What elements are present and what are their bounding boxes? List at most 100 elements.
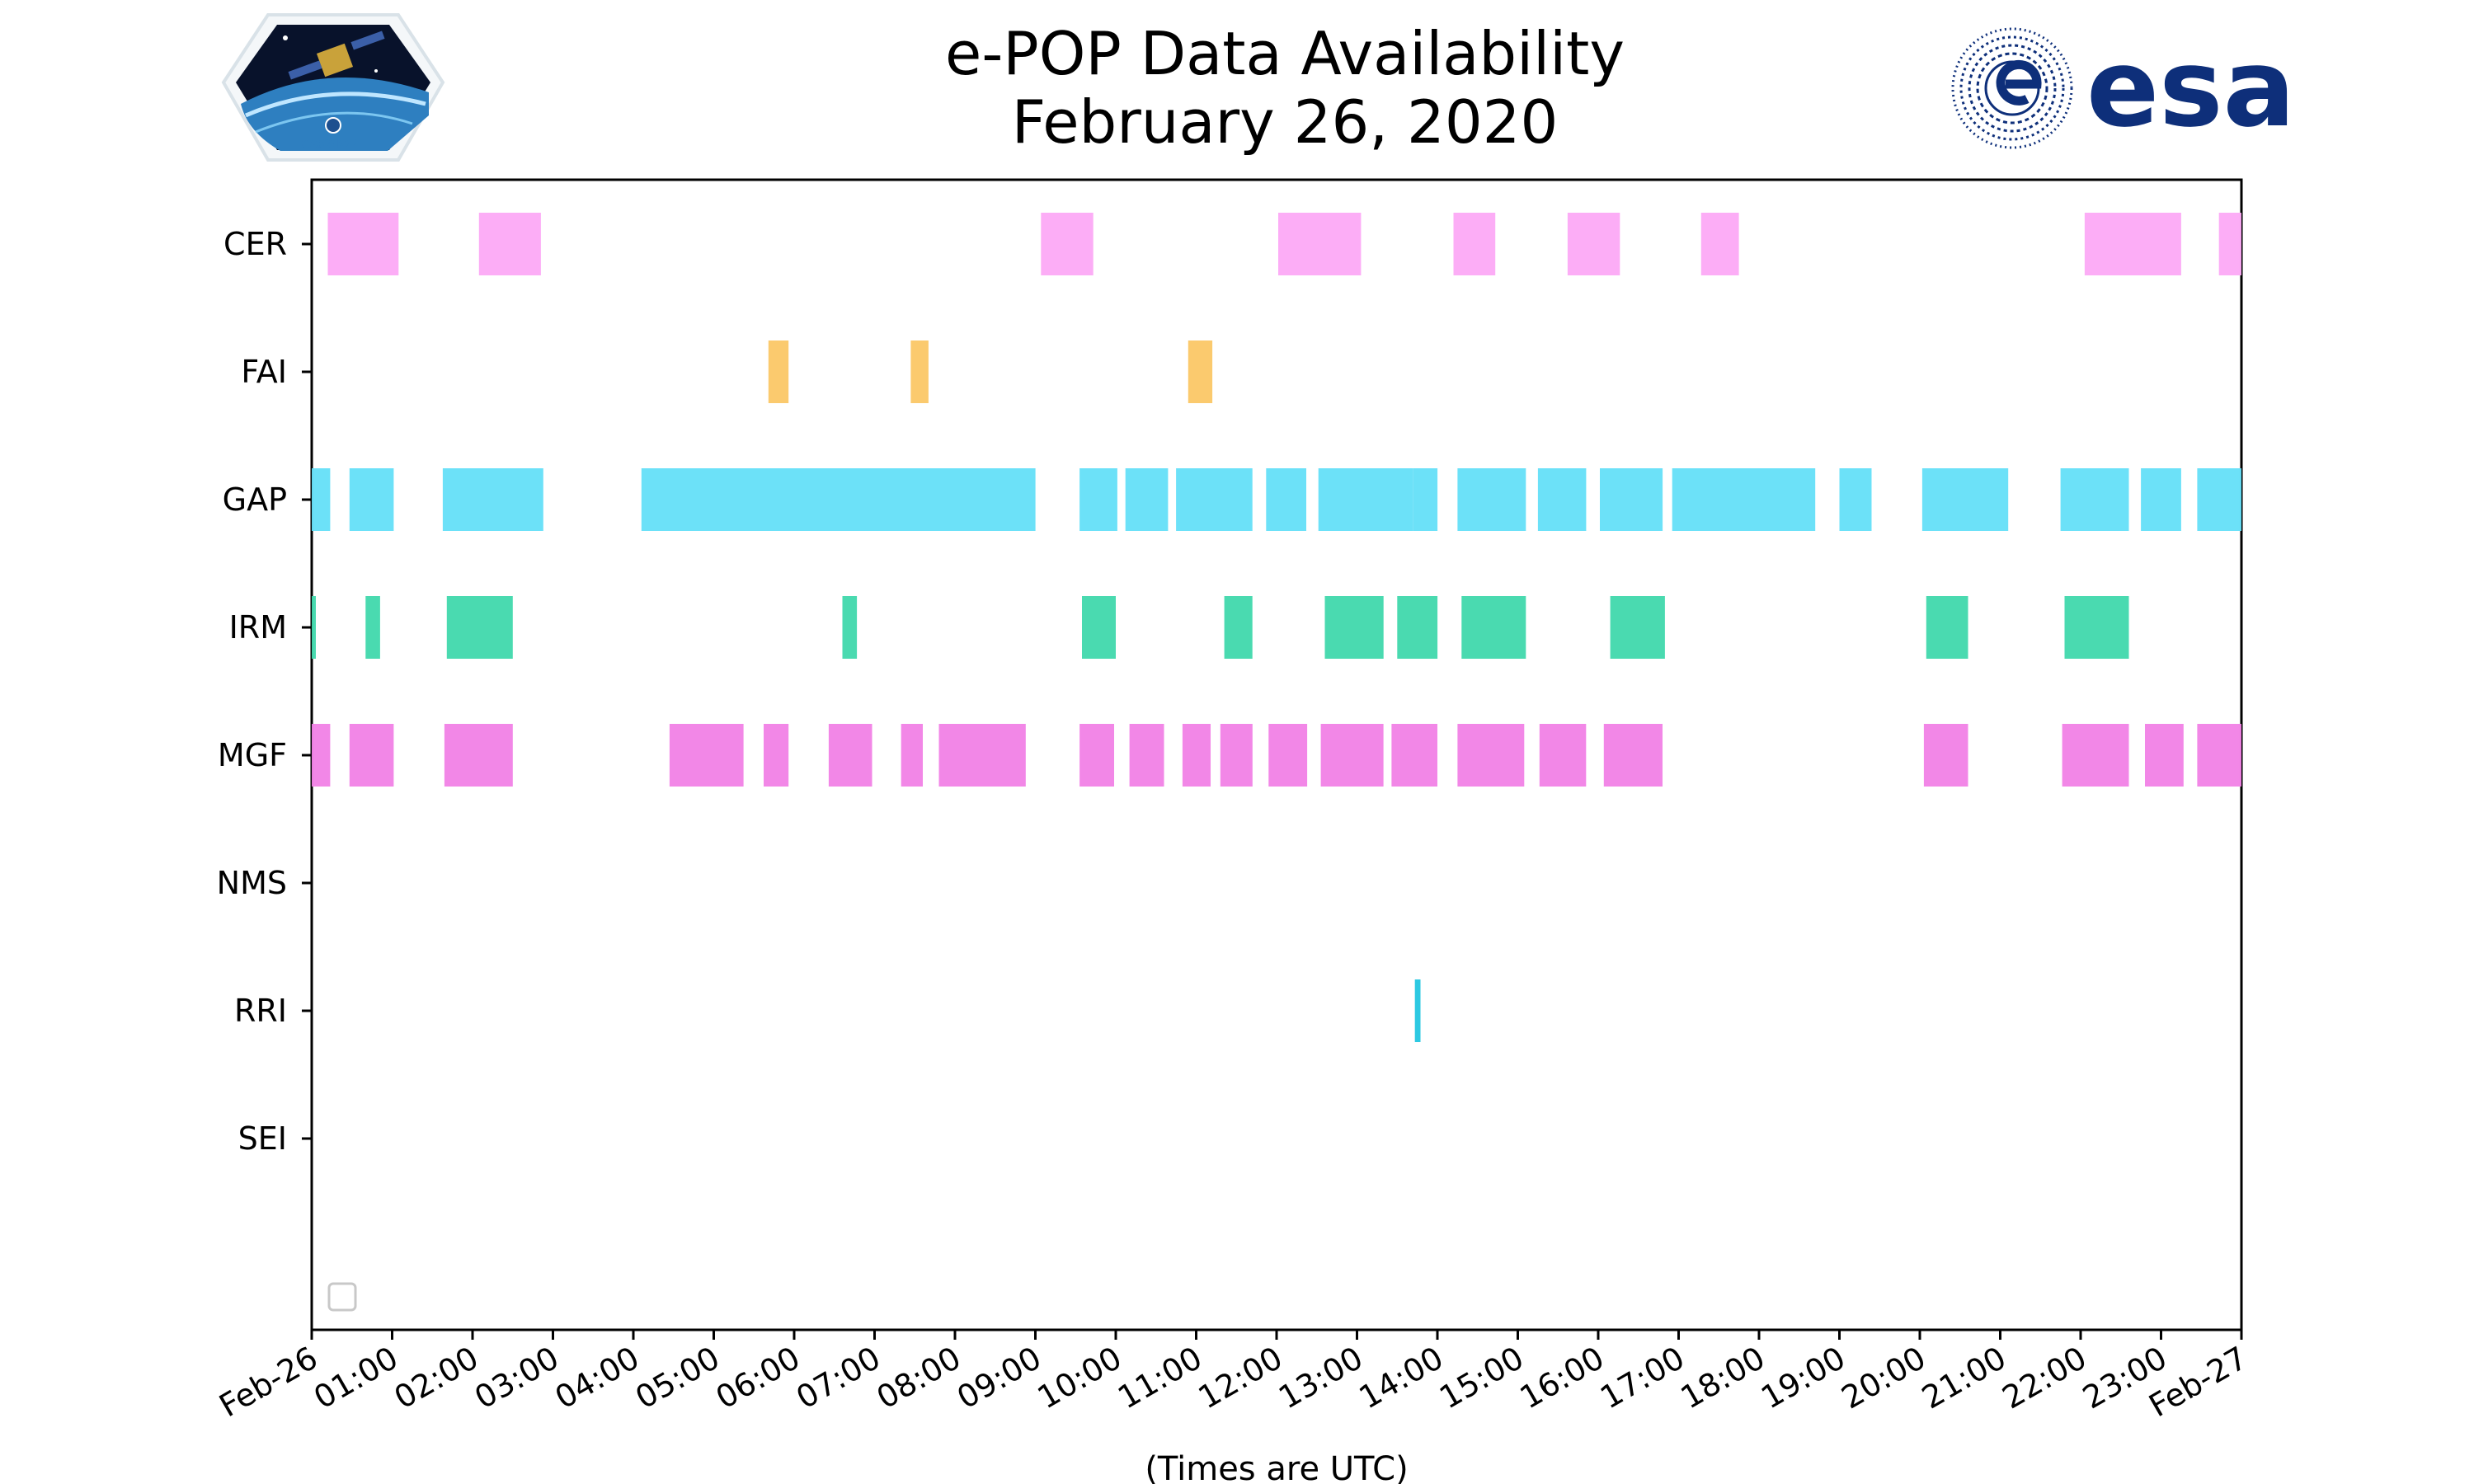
x-tick-label: 08:00: [871, 1340, 967, 1416]
bar-mgf-7: [938, 724, 1026, 787]
x-tick-label: 14:00: [1353, 1340, 1450, 1416]
bar-irm-4: [1082, 596, 1116, 659]
x-tick-label: 13:00: [1272, 1340, 1369, 1416]
bar-mgf-2: [444, 724, 513, 787]
cassiope-hexagon-logo: [221, 13, 445, 162]
esa-logo-text: esa: [2086, 26, 2295, 151]
y-tick-label-cer: CER: [223, 226, 287, 262]
bar-irm-7: [1397, 596, 1438, 659]
bar-gap-10: [1457, 468, 1526, 531]
bar-gap-6: [1176, 468, 1253, 531]
x-tick-label: 21:00: [1916, 1340, 2012, 1416]
x-tick-label: Feb-26: [213, 1340, 323, 1425]
bar-mgf-20: [2145, 724, 2184, 787]
bar-mgf-9: [1129, 724, 1164, 787]
bar-irm-11: [2064, 596, 2129, 659]
bar-cer-2: [1041, 213, 1094, 275]
x-tick-label: 22:00: [1997, 1340, 2093, 1416]
x-tick-label: 06:00: [710, 1340, 807, 1416]
y-tick-label-irm: IRM: [229, 609, 287, 646]
bar-mgf-15: [1457, 724, 1525, 787]
bar-cer-0: [327, 213, 399, 275]
bar-gap-16: [2060, 468, 2129, 531]
bar-irm-9: [1610, 596, 1665, 659]
y-tick-label-mgf: MGF: [218, 737, 287, 773]
x-tick-label: 11:00: [1112, 1340, 1208, 1416]
bar-irm-0: [312, 596, 316, 659]
bar-mgf-19: [2062, 724, 2129, 787]
bar-fai-2: [1188, 340, 1213, 403]
bar-cer-7: [2084, 213, 2181, 275]
bar-gap-7: [1266, 468, 1306, 531]
y-tick-label-nms: NMS: [217, 865, 287, 901]
y-tick-label-sei: SEI: [238, 1120, 287, 1157]
x-tick-label: 10:00: [1032, 1340, 1128, 1416]
bar-mgf-17: [1603, 724, 1663, 787]
bar-mgf-8: [1079, 724, 1114, 787]
bar-mgf-4: [764, 724, 789, 787]
x-tick-label: 17:00: [1594, 1340, 1691, 1416]
x-tick-label: 15:00: [1433, 1340, 1530, 1416]
bar-gap-11: [1537, 468, 1587, 531]
bar-mgf-6: [901, 724, 923, 787]
x-tick-label: 20:00: [1836, 1340, 1932, 1416]
bar-mgf-12: [1268, 724, 1308, 787]
bar-gap-12: [1600, 468, 1663, 531]
bar-irm-6: [1324, 596, 1384, 659]
y-axis: CER FAI GAP IRM MGF NMS RRI SEI: [217, 226, 312, 1157]
y-tick-label-rri: RRI: [234, 993, 287, 1029]
legend-box: [327, 1282, 357, 1312]
bar-mgf-10: [1182, 724, 1211, 787]
bar-irm-3: [842, 596, 858, 659]
bar-gap-18: [2197, 468, 2241, 531]
bar-mgf-13: [1320, 724, 1384, 787]
bar-mgf-11: [1220, 724, 1253, 787]
bar-fai-1: [910, 340, 929, 403]
bar-irm-2: [446, 596, 513, 659]
availability-bars: [312, 213, 2241, 1042]
bar-gap-0: [312, 468, 331, 531]
x-tick-label: 03:00: [468, 1340, 565, 1416]
cassiope-logo-caption: CASSIOPE: [301, 138, 365, 151]
bar-gap-4: [1079, 468, 1117, 531]
y-tick-label-gap: GAP: [223, 481, 287, 518]
bar-irm-5: [1224, 596, 1253, 659]
bar-irm-10: [1926, 596, 1968, 659]
esa-logo: [1951, 27, 2073, 149]
bar-gap-14: [1839, 468, 1872, 531]
bar-gap-9: [1413, 468, 1438, 531]
bar-irm-1: [365, 596, 380, 659]
x-tick-label: 12:00: [1192, 1340, 1289, 1416]
bar-gap-5: [1125, 468, 1169, 531]
bar-mgf-21: [2197, 724, 2241, 787]
x-axis-label: (Times are UTC): [1145, 1450, 1408, 1484]
x-tick-label: 07:00: [790, 1340, 887, 1416]
x-tick-label: 01:00: [308, 1340, 404, 1416]
bar-rri-0: [1414, 979, 1421, 1042]
bar-cer-3: [1278, 213, 1362, 275]
bar-gap-1: [349, 468, 394, 531]
bar-cer-1: [478, 213, 541, 275]
bar-gap-17: [2141, 468, 2181, 531]
bar-fai-0: [768, 340, 789, 403]
x-tick-label: 05:00: [629, 1340, 726, 1416]
bar-gap-13: [1672, 468, 1816, 531]
bar-mgf-18: [1923, 724, 1968, 787]
chart-title-line-1: e-POP Data Availability: [945, 19, 1625, 88]
bar-cer-6: [1700, 213, 1739, 275]
bar-gap-2: [442, 468, 543, 531]
x-tick-label: 19:00: [1755, 1340, 1851, 1416]
x-tick-label: 02:00: [388, 1340, 485, 1416]
bar-mgf-5: [828, 724, 872, 787]
y-tick-label-fai: FAI: [241, 354, 287, 390]
bar-irm-8: [1461, 596, 1526, 659]
bar-mgf-14: [1391, 724, 1437, 787]
bar-gap-3: [641, 468, 1036, 531]
x-tick-label: 04:00: [549, 1340, 646, 1416]
bar-mgf-3: [669, 724, 744, 787]
x-tick-label: 18:00: [1675, 1340, 1771, 1416]
bar-gap-15: [1921, 468, 2009, 531]
bar-mgf-0: [312, 724, 331, 787]
bar-cer-4: [1453, 213, 1496, 275]
